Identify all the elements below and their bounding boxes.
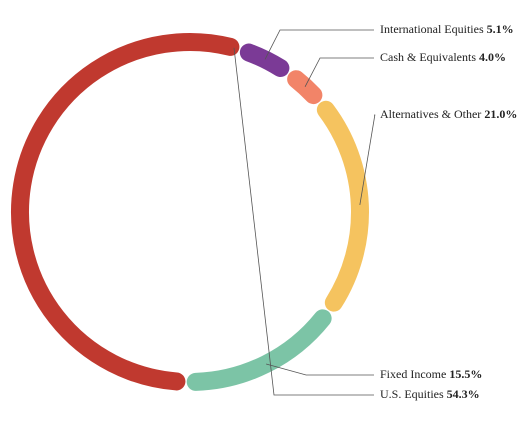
value-label: 5.1% [487,22,514,36]
legend-label: Fixed Income 15.5% [380,367,482,381]
legend-label: Cash & Equivalents 4.0% [380,50,506,64]
legend-label: Alternatives & Other 21.0% [380,107,517,121]
value-label: 54.3% [447,387,480,401]
value-label: 21.0% [484,107,517,121]
category-name: International Equities [380,22,484,36]
leader-line [264,29,374,60]
category-name: Alternatives & Other [380,107,481,121]
donut-segment [287,70,323,105]
category-name: Fixed Income [380,367,446,381]
leader-line [359,114,376,206]
donut-segment [11,33,240,391]
donut-segment [239,43,290,78]
legend-label: U.S. Equities 54.3% [380,387,480,401]
leader-line [266,363,374,376]
value-label: 4.0% [479,50,506,64]
category-name: U.S. Equities [380,387,444,401]
donut-segment [316,100,369,312]
legend-label: International Equities 5.1% [380,22,514,36]
leader-line [304,57,374,88]
donut-segment [186,309,332,391]
leader-line [233,47,374,396]
value-label: 15.5% [449,367,482,381]
category-name: Cash & Equivalents [380,50,476,64]
